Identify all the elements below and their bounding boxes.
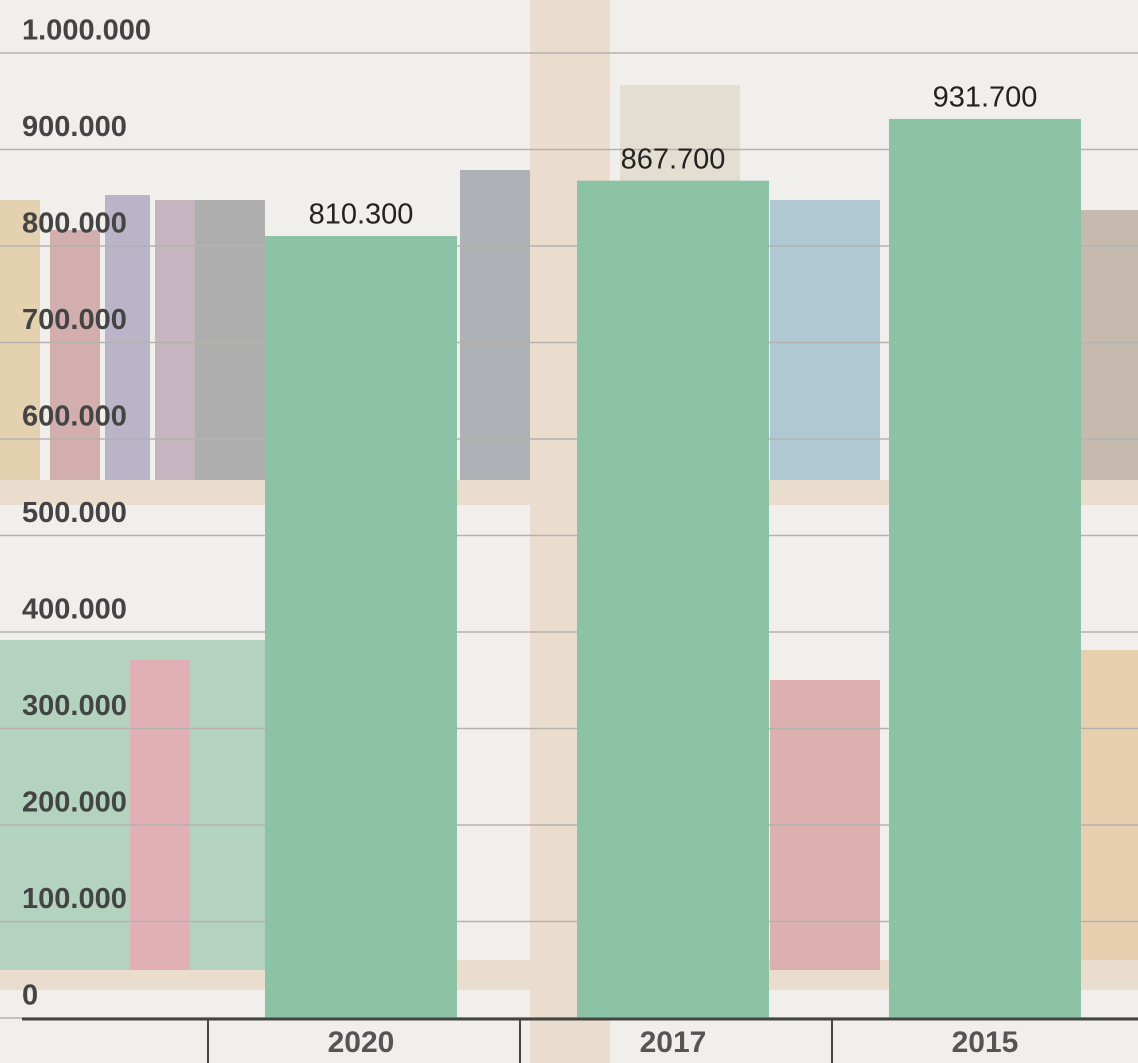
x-tick-label: 2020	[328, 1026, 395, 1059]
bar	[577, 180, 769, 1018]
y-tick-label: 400.000	[22, 594, 127, 626]
y-tick-label: 800.000	[22, 208, 127, 240]
y-tick-label: 500.000	[22, 497, 127, 529]
data-label: 931.700	[933, 82, 1038, 114]
bar	[889, 118, 1081, 1019]
x-tick-label: 2015	[952, 1026, 1019, 1059]
y-tick-label: 0	[22, 980, 38, 1012]
bar	[265, 236, 457, 1019]
y-tick-label: 300.000	[22, 690, 127, 722]
y-tick-label: 900.000	[22, 111, 127, 143]
y-tick-label: 200.000	[22, 787, 127, 819]
y-tick-label: 100.000	[22, 883, 127, 915]
x-tick-label: 2017	[640, 1026, 707, 1059]
y-tick-label: 700.000	[22, 304, 127, 336]
data-label: 867.700	[621, 143, 726, 175]
y-tick-label: 600.000	[22, 401, 127, 433]
y-tick-label: 1.000.000	[22, 15, 151, 47]
data-label: 810.300	[309, 199, 414, 231]
